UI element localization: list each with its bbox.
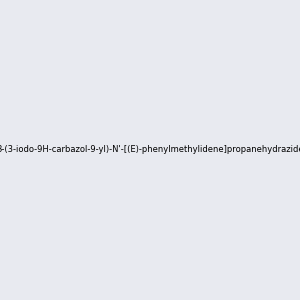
Text: 3-(3-iodo-9H-carbazol-9-yl)-N'-[(E)-phenylmethylidene]propanehydrazide: 3-(3-iodo-9H-carbazol-9-yl)-N'-[(E)-phen… <box>0 146 300 154</box>
